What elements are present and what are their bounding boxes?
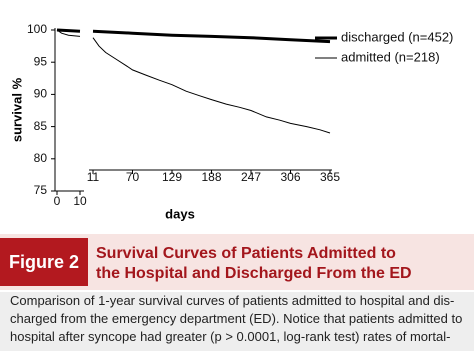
y-tick-label: 80: [34, 151, 48, 165]
x-tick-label: 247: [241, 170, 261, 184]
series-line: [56, 28, 81, 33]
caption-line: charged from the emergency department (E…: [10, 311, 463, 326]
figure-label: Figure 2: [0, 238, 88, 286]
x-tick-label: 129: [162, 170, 182, 184]
figure-title: Survival Curves of Patients Admitted to …: [96, 244, 412, 284]
x-tick-label: 11: [87, 170, 100, 184]
y-tick-label: 95: [34, 54, 48, 68]
caption-line: hospital after syncope had greater (p > …: [10, 329, 451, 344]
legend-label: admitted (n=218): [341, 49, 440, 64]
series-line: [92, 37, 331, 134]
caption: Comparison of 1-year survival curves of …: [0, 292, 474, 351]
caption-line: Comparison of 1-year survival curves of …: [10, 293, 455, 308]
series-line: [56, 29, 81, 37]
y-tick-label: 75: [34, 183, 48, 197]
figure-title-line: the Hospital and Discharged From the ED: [96, 265, 412, 282]
figure-title-line: Survival Curves of Patients Admitted to: [96, 245, 396, 262]
y-tick-label: 85: [34, 119, 48, 133]
x-tick-label: 188: [201, 170, 221, 184]
y-tick-label: 100: [27, 22, 47, 36]
y-tick-label: 90: [34, 87, 48, 101]
x-tick-label: 0: [54, 194, 61, 208]
x-tick-label: 306: [280, 170, 300, 184]
series-line: [92, 29, 331, 44]
x-axis-label: days: [165, 206, 195, 221]
y-axis-label: survival %: [9, 77, 24, 142]
legend-label: discharged (n=452): [341, 29, 453, 44]
x-tick-label: 10: [73, 194, 87, 208]
x-tick-label: 70: [126, 170, 140, 184]
x-tick-label: 365: [320, 170, 340, 184]
